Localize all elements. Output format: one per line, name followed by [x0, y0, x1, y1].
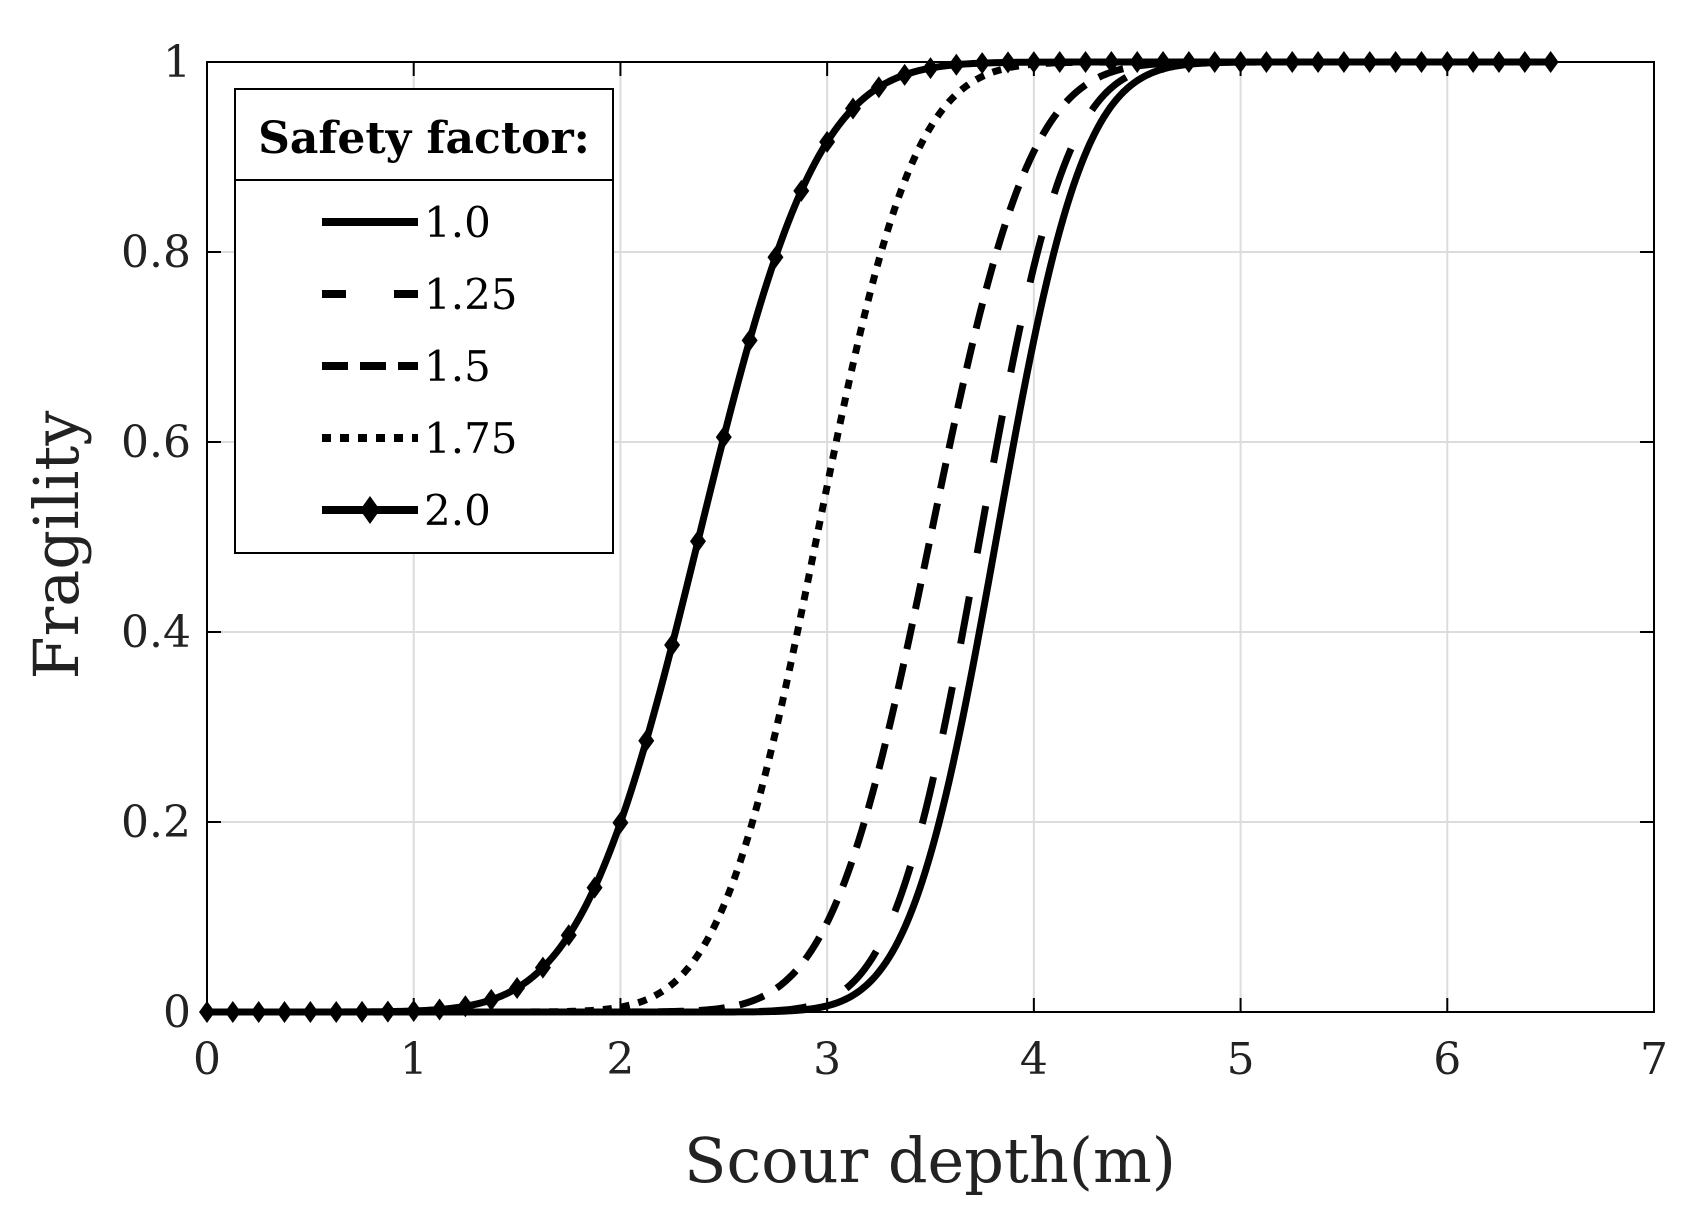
legend-label: 1.75	[424, 414, 518, 463]
series-marker	[896, 63, 913, 86]
series-marker	[974, 52, 991, 75]
legend-title: Safety factor:	[258, 113, 590, 164]
series-marker	[741, 329, 758, 352]
series-marker	[715, 426, 732, 449]
series-marker	[664, 633, 681, 656]
series-marker	[844, 97, 861, 120]
legend-label: 1.25	[424, 270, 518, 319]
axis-ticks	[206, 61, 1655, 1013]
x-tick-label: 4	[1020, 1034, 1048, 1085]
series-marker	[793, 179, 810, 202]
y-tick-label: 1	[163, 37, 191, 88]
series-marker	[509, 977, 526, 1000]
x-tick-label: 5	[1227, 1034, 1255, 1085]
series-marker	[612, 811, 629, 834]
y-tick-label: 0.2	[121, 797, 191, 848]
y-tick-label: 0.4	[121, 607, 191, 658]
series-marker	[922, 57, 939, 80]
series-marker	[586, 876, 603, 899]
x-tick-label: 3	[813, 1034, 841, 1085]
x-tick-label: 7	[1640, 1034, 1668, 1085]
series-marker	[819, 130, 836, 153]
x-tick-label: 0	[193, 1034, 221, 1085]
x-tick-label: 1	[400, 1034, 428, 1085]
series-marker	[689, 530, 706, 553]
legend-entry: 1.5	[322, 342, 491, 391]
x-tick-label: 2	[606, 1034, 634, 1085]
series-marker	[767, 246, 784, 269]
series-marker	[948, 53, 965, 76]
legend-box	[234, 88, 614, 554]
y-tick-label: 0.6	[121, 417, 191, 468]
legend-entry: 1.25	[322, 270, 518, 319]
y-tick-label: 0	[163, 987, 191, 1038]
y-tick-label: 0.8	[121, 227, 191, 278]
series-marker	[431, 998, 448, 1021]
x-tick-label: 6	[1433, 1034, 1461, 1085]
series-marker	[638, 729, 655, 752]
legend-entries: 1.0 1.25 1.5 1.75 2.0	[322, 198, 518, 535]
legend-label: 1.5	[424, 342, 491, 391]
series-marker	[483, 988, 500, 1011]
legend: Safety factor: 1.0 1.25 1.5 1.75 2.0	[234, 88, 614, 554]
series-marker	[870, 76, 887, 99]
plot-area-frame	[206, 61, 1655, 1013]
x-axis-tick-labels: 0 1 2 3 4 5 6 7	[193, 1034, 1668, 1085]
x-axis-label: Scour depth(m)	[684, 1124, 1176, 1197]
legend-entry: 1.0	[322, 198, 491, 247]
legend-label: 1.0	[424, 198, 491, 247]
legend-label: 2.0	[424, 486, 491, 535]
y-axis-label: Fragility	[20, 411, 93, 680]
legend-entry: 1.75	[322, 414, 518, 463]
legend-entry: 2.0	[322, 486, 491, 535]
y-axis-tick-labels: 0 0.2 0.4 0.6 0.8 1	[121, 37, 191, 1038]
legend-marker-sample	[360, 496, 380, 524]
series-marker	[534, 956, 551, 979]
series-marker	[560, 924, 577, 947]
